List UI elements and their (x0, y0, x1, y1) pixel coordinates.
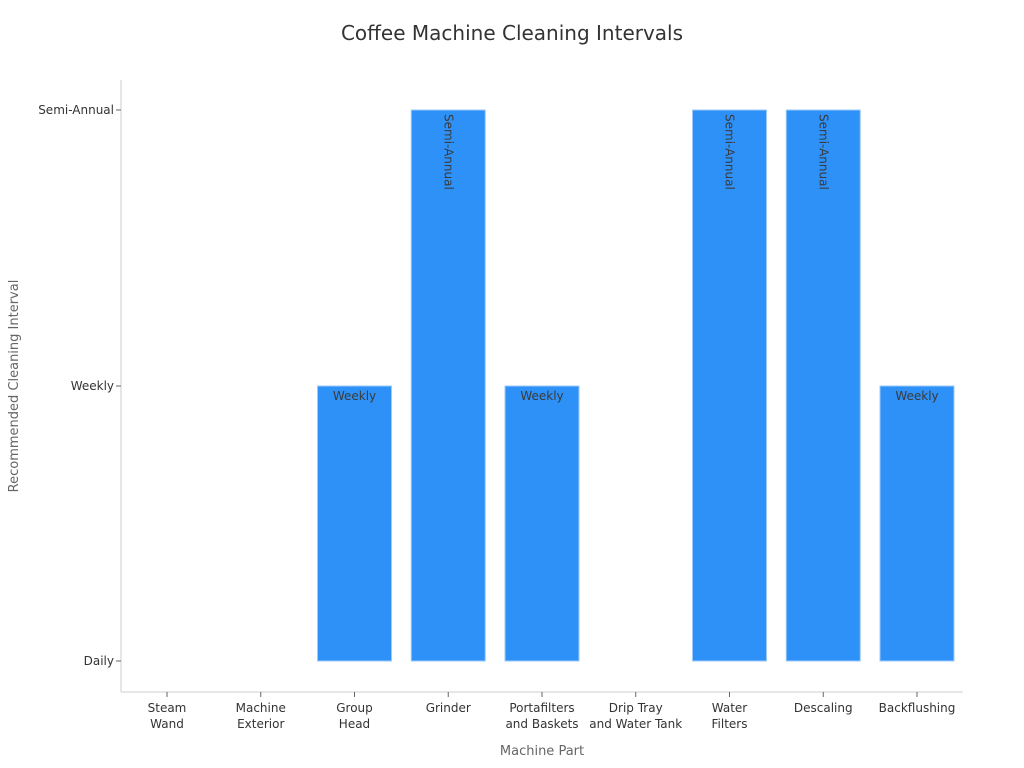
x-tick-label: Descaling (794, 701, 853, 715)
x-tick-label: Head (339, 717, 370, 731)
x-axis-label: Machine Part (500, 744, 584, 759)
x-tick-label: Steam (148, 701, 187, 715)
x-ticks-group: Steam Wand Machine Exterior Group Head Grinder… (148, 692, 956, 731)
bar-value-label: Weekly (895, 389, 938, 403)
bar-value-label: Semi-Annual (816, 114, 830, 190)
x-tick-label: and Baskets (505, 717, 578, 731)
y-axis-label: Recommended Cleaning Interval (7, 280, 22, 493)
x-tick-label: Wand (150, 717, 184, 731)
bar (317, 385, 392, 662)
x-tick-label: Group (336, 701, 373, 715)
x-tick-label: Portafilters (509, 701, 574, 715)
x-tick-label: Backflushing (879, 701, 956, 715)
bar (410, 109, 486, 662)
bar-value-label: Weekly (333, 389, 376, 403)
bar (692, 109, 767, 662)
y-tick-label: Weekly (71, 379, 114, 393)
chart-title: Coffee Machine Cleaning Intervals (341, 21, 683, 45)
bars-group (317, 109, 955, 662)
x-tick-label: Machine (236, 701, 286, 715)
bar (879, 385, 955, 662)
x-tick-label: Water (712, 701, 748, 715)
bar (504, 385, 580, 662)
y-tick-label: Semi-Annual (38, 103, 114, 117)
x-tick-label: and Water Tank (589, 717, 682, 731)
x-tick-label: Grinder (426, 701, 471, 715)
y-tick-label: Daily (84, 654, 114, 668)
bar (785, 109, 861, 662)
bar-value-label: Semi-Annual (723, 114, 737, 190)
x-tick-label: Drip Tray (609, 701, 663, 715)
x-tick-label: Filters (712, 717, 748, 731)
y-ticks-group: Daily Weekly Semi-Annual (38, 103, 121, 668)
x-tick-label: Exterior (237, 717, 284, 731)
bar-labels-group: Weekly Semi-Annual Weekly Semi-Annual Semi-A… (333, 114, 939, 403)
bar-value-label: Weekly (520, 389, 563, 403)
bar-value-label: Semi-Annual (441, 114, 455, 190)
